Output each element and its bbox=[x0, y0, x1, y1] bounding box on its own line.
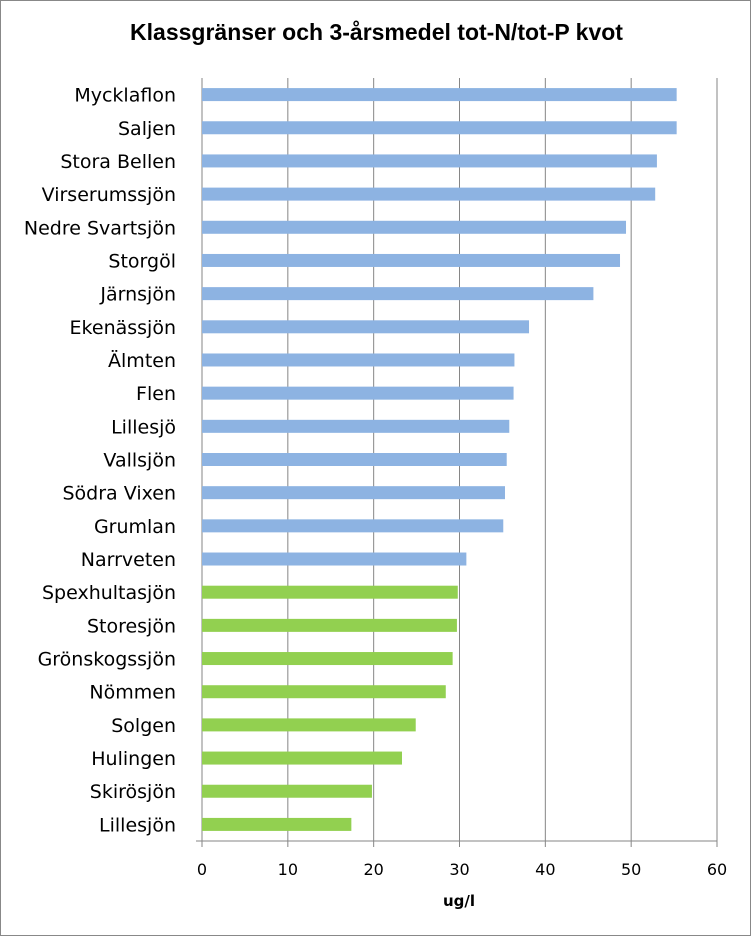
bar bbox=[202, 618, 457, 632]
bar bbox=[202, 751, 402, 765]
category-labels: Mycklaflon Saljen Stora Bellen Virserumssjö… bbox=[24, 85, 176, 837]
bar bbox=[202, 253, 621, 267]
bar bbox=[202, 453, 507, 466]
category-label: Flen bbox=[136, 383, 176, 405]
category-label: Solgen bbox=[111, 715, 176, 737]
category-label: Grumlan bbox=[94, 516, 176, 538]
x-tick-label: 30 bbox=[449, 860, 469, 879]
x-axis-title: ug/l bbox=[443, 892, 475, 910]
category-label: Södra Vixen bbox=[63, 483, 177, 505]
category-label: Spexhultasjön bbox=[42, 582, 176, 604]
x-tick-label: 60 bbox=[707, 860, 727, 879]
chart-title: Klassgränser och 3-årsmedel tot-N/tot-P … bbox=[130, 19, 623, 45]
category-label: Narrveten bbox=[81, 549, 176, 571]
bar bbox=[202, 817, 352, 831]
category-label: Storgöl bbox=[108, 250, 176, 272]
category-label: Hulingen bbox=[91, 748, 176, 770]
x-tick-label: 10 bbox=[278, 860, 298, 879]
bar bbox=[202, 386, 514, 400]
bar bbox=[202, 154, 657, 168]
category-label: Nedre Svartsjön bbox=[24, 217, 176, 239]
category-label: Storesjön bbox=[87, 615, 176, 637]
bar bbox=[202, 486, 505, 500]
x-tick-label: 40 bbox=[535, 860, 555, 879]
bar bbox=[202, 220, 627, 234]
bar bbox=[202, 187, 656, 201]
x-tick-label: 50 bbox=[621, 860, 641, 879]
bars bbox=[202, 88, 677, 831]
category-label: Virserumssjön bbox=[42, 184, 176, 206]
category-label: Grönskogssjön bbox=[38, 649, 176, 671]
category-label: Lillesjö bbox=[111, 416, 176, 438]
bar bbox=[202, 88, 677, 102]
category-label: Lillesjön bbox=[99, 814, 176, 836]
category-label: Järnsjön bbox=[99, 284, 176, 306]
bar bbox=[202, 121, 677, 135]
bar bbox=[202, 287, 594, 301]
category-label: Stora Bellen bbox=[60, 151, 176, 173]
category-label: Älmten bbox=[108, 349, 176, 372]
bar bbox=[202, 320, 530, 334]
bar bbox=[202, 784, 372, 798]
bar bbox=[202, 685, 446, 699]
category-label: Ekenässjön bbox=[70, 317, 176, 339]
x-tick-labels: 0 10 20 30 40 50 60 bbox=[197, 860, 727, 879]
category-label: Mycklaflon bbox=[74, 85, 176, 107]
bar bbox=[202, 718, 416, 732]
bar bbox=[202, 585, 458, 599]
bar bbox=[202, 552, 467, 566]
category-label: Skirösjön bbox=[90, 781, 176, 803]
category-label: Vallsjön bbox=[103, 450, 176, 472]
x-tick-label: 0 bbox=[197, 860, 207, 879]
category-label: Nömmen bbox=[89, 682, 176, 704]
bar bbox=[202, 519, 504, 533]
bar bbox=[202, 419, 510, 433]
bar bbox=[202, 353, 515, 367]
bar bbox=[202, 652, 453, 666]
category-label: Saljen bbox=[118, 118, 176, 140]
x-tick-label: 20 bbox=[363, 860, 383, 879]
